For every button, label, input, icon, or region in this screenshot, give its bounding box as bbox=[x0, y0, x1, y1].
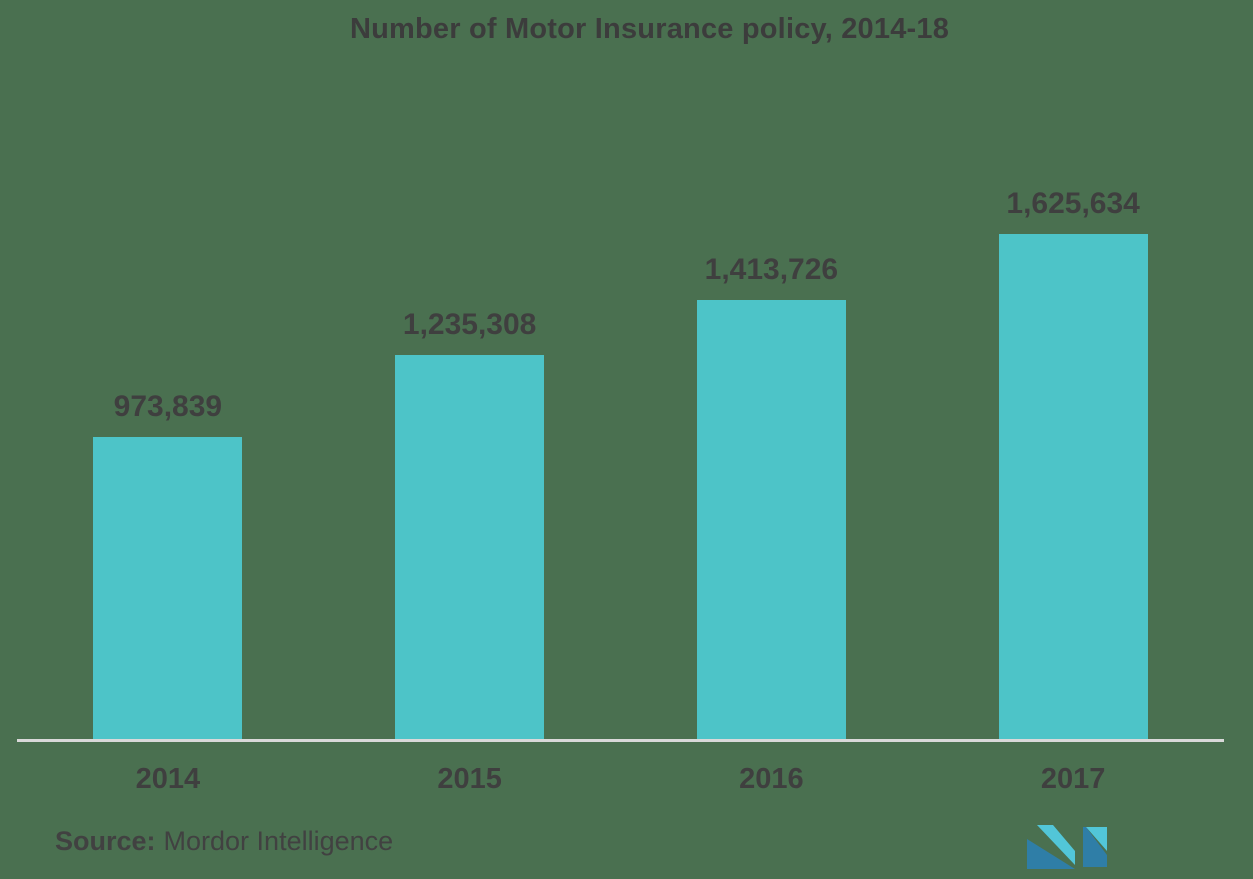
source-label: Source: bbox=[55, 826, 156, 856]
chart-title: Number of Motor Insurance policy, 2014-1… bbox=[349, 13, 950, 45]
bar-2015 bbox=[395, 355, 545, 740]
bar-2014 bbox=[93, 437, 243, 740]
bar-value-label: 1,413,726 bbox=[704, 253, 839, 286]
logo-right-blue-bar bbox=[1083, 827, 1107, 867]
bars-group: 973,839 1,235,308 1,413,726 1,625,634 bbox=[17, 0, 1224, 740]
x-axis-label-2014: 2014 bbox=[135, 763, 201, 795]
bar-column-2015: 1,235,308 bbox=[319, 308, 621, 740]
source-name: Mordor Intelligence bbox=[163, 826, 394, 856]
logo-right-teal-triangle bbox=[1086, 827, 1107, 851]
logo-left-teal-band bbox=[1037, 825, 1075, 865]
bar-column-2017: 1,625,634 bbox=[922, 187, 1224, 740]
bar-column-2016: 1,413,726 bbox=[621, 253, 923, 740]
x-axis-label-2015: 2015 bbox=[437, 763, 502, 795]
bar-column-2014: 973,839 bbox=[17, 390, 319, 740]
logo-left-blue-shape bbox=[1027, 839, 1075, 869]
plot-area: 973,839 1,235,308 1,413,726 1,625,634 bbox=[17, 0, 1224, 740]
bar-2016 bbox=[696, 300, 846, 740]
bar-value-label: 1,625,634 bbox=[1006, 187, 1140, 220]
bar-value-label: 973,839 bbox=[113, 390, 223, 423]
x-axis-label-2017: 2017 bbox=[1040, 763, 1106, 795]
x-axis-label-2016: 2016 bbox=[739, 763, 804, 795]
mordor-intelligence-logo bbox=[1027, 825, 1107, 869]
source-note: Source: Mordor Intelligence bbox=[55, 826, 393, 857]
bar-2017 bbox=[998, 234, 1148, 740]
bar-value-label: 1,235,308 bbox=[402, 308, 537, 341]
x-axis-line bbox=[17, 739, 1224, 742]
x-axis-labels: 2014 2015 2016 2017 bbox=[17, 763, 1224, 796]
